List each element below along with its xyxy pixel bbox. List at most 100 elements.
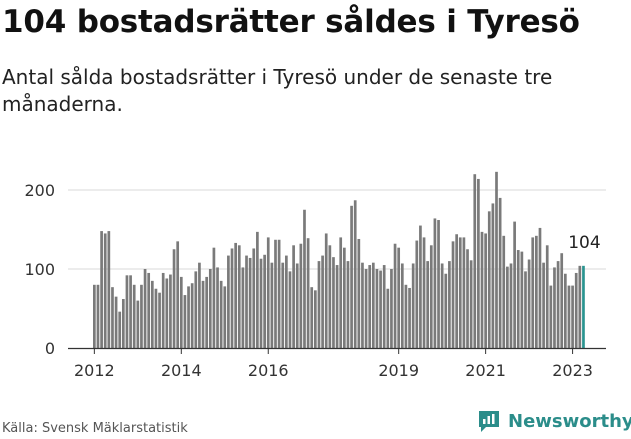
bar — [107, 231, 111, 348]
newsworthy-logo: Newsworthy — [476, 408, 631, 434]
bar — [379, 270, 382, 348]
bar — [466, 249, 469, 348]
bar — [172, 249, 176, 348]
bar — [285, 255, 288, 348]
bar — [227, 255, 230, 348]
bar — [531, 237, 535, 348]
bar — [270, 262, 274, 348]
bar — [419, 225, 422, 348]
bar — [361, 262, 364, 348]
bar — [205, 276, 209, 348]
x-tick-label: 2019 — [378, 361, 419, 380]
bar — [176, 241, 180, 348]
bar — [455, 234, 458, 348]
highlight-data-label: 104 — [568, 233, 600, 253]
bar — [433, 218, 437, 348]
bar — [408, 287, 411, 348]
bar — [237, 245, 241, 348]
bar — [158, 292, 161, 348]
bar — [132, 284, 136, 348]
bar — [451, 241, 455, 348]
bar — [303, 209, 306, 348]
bar — [121, 299, 125, 348]
x-tick-label: 2014 — [161, 361, 202, 380]
bar — [339, 237, 343, 348]
bar — [382, 265, 386, 348]
bar — [187, 286, 190, 348]
bar — [469, 260, 473, 348]
bar — [477, 178, 480, 348]
bar — [248, 257, 252, 348]
bar — [538, 227, 542, 348]
bar — [535, 235, 538, 348]
bar — [368, 265, 372, 348]
bar — [527, 259, 531, 348]
bar — [317, 261, 321, 348]
bar — [288, 271, 292, 348]
bar — [560, 253, 564, 348]
bar — [520, 251, 524, 348]
bar — [506, 266, 509, 348]
bar — [190, 283, 194, 348]
bar — [277, 239, 281, 348]
bar — [219, 280, 223, 348]
y-tick-label: 100 — [24, 260, 55, 279]
bar — [140, 284, 143, 348]
x-axis — [68, 347, 606, 354]
bar — [194, 271, 198, 348]
bar — [143, 269, 147, 348]
chat-chart-icon — [479, 411, 499, 432]
bar — [509, 263, 513, 348]
bar — [114, 296, 118, 348]
axis-labels: 0 100 200 2012 2014 2016 2019 2021 2023 104 — [24, 181, 600, 380]
x-tick-label: 2023 — [552, 361, 593, 380]
bar — [578, 265, 582, 348]
bar — [118, 311, 122, 348]
bar — [256, 231, 259, 348]
bar — [429, 245, 433, 348]
bar — [350, 205, 353, 348]
bar — [310, 287, 314, 348]
bar — [252, 248, 256, 348]
chart-subtitle: Antal sålda bostadsrätter i Tyresö under… — [2, 65, 553, 116]
bar — [183, 295, 187, 348]
bar — [165, 278, 169, 348]
bar — [487, 211, 491, 348]
bar — [375, 269, 379, 348]
bar — [574, 272, 578, 348]
chart-title: 104 bostadsrätter såldes i Tyresö — [2, 4, 580, 40]
brand-name: Newsworthy — [508, 410, 631, 432]
bar — [230, 248, 234, 348]
bar — [201, 280, 205, 348]
bars — [93, 171, 585, 348]
bar — [281, 262, 285, 348]
bar — [390, 269, 393, 348]
bar — [498, 197, 502, 348]
bar — [241, 267, 245, 348]
bar — [216, 267, 219, 348]
bar — [154, 288, 158, 348]
bar — [342, 247, 346, 348]
bar — [125, 275, 129, 348]
bar-chart: 0 100 200 2012 2014 2016 2019 2021 2023 104 — [24, 171, 606, 380]
bar — [563, 273, 567, 348]
bar — [111, 287, 114, 348]
bar — [545, 245, 549, 348]
bar — [502, 235, 506, 348]
bar — [266, 237, 270, 348]
bar — [542, 262, 545, 348]
bar — [458, 237, 462, 348]
bar — [404, 284, 408, 348]
bar — [103, 233, 107, 348]
bar — [223, 286, 227, 348]
source-note: Källa: Svensk Mäklarstatistik — [2, 421, 188, 436]
bar — [549, 285, 553, 348]
x-tick-label: 2012 — [74, 361, 115, 380]
bar — [364, 269, 368, 348]
bar — [292, 245, 295, 348]
bar — [448, 261, 451, 348]
bar — [208, 269, 212, 348]
bar — [324, 233, 328, 348]
x-tick-label: 2016 — [248, 361, 289, 380]
bar — [314, 290, 317, 348]
